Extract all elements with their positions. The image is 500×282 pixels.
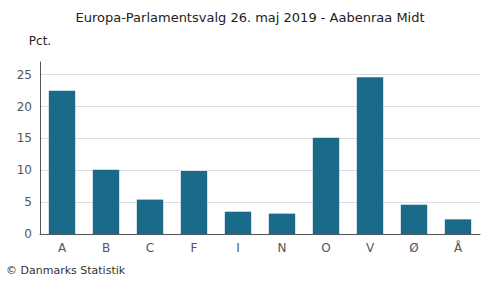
svg-text:5: 5: [24, 195, 32, 209]
svg-text:C: C: [146, 241, 154, 255]
svg-text:F: F: [191, 241, 198, 255]
svg-text:Ø: Ø: [409, 241, 418, 255]
svg-text:O: O: [321, 241, 330, 255]
svg-text:20: 20: [17, 100, 32, 114]
svg-text:15: 15: [17, 131, 32, 145]
svg-text:© Danmarks Statistik: © Danmarks Statistik: [6, 264, 126, 277]
svg-text:Pct.: Pct.: [29, 34, 51, 48]
svg-text:Europa-Parlamentsvalg 26. maj: Europa-Parlamentsvalg 26. maj 2019 - Aab…: [75, 10, 424, 25]
svg-text:Å: Å: [454, 240, 463, 255]
svg-text:A: A: [58, 241, 67, 255]
svg-text:I: I: [236, 241, 240, 255]
svg-text:25: 25: [17, 68, 32, 82]
svg-text:N: N: [278, 241, 287, 255]
svg-text:0: 0: [24, 227, 32, 241]
svg-text:V: V: [366, 241, 375, 255]
svg-text:10: 10: [17, 163, 32, 177]
svg-text:B: B: [102, 241, 110, 255]
